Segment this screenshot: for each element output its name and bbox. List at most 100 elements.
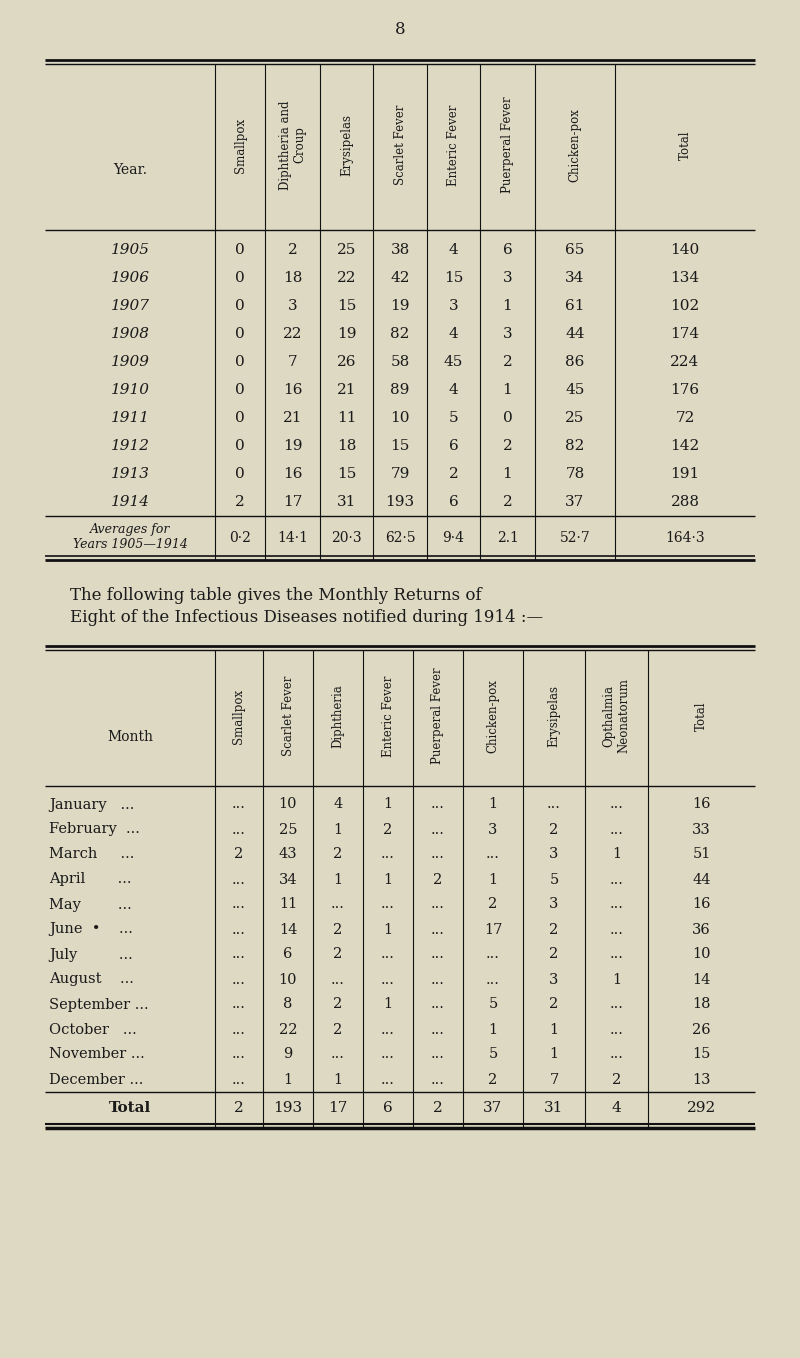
Text: 37: 37: [566, 496, 585, 509]
Text: 13: 13: [692, 1073, 710, 1086]
Text: 44: 44: [566, 327, 585, 341]
Text: June  •    ...: June • ...: [49, 922, 133, 937]
Text: ...: ...: [610, 1023, 623, 1036]
Text: Erysipelas: Erysipelas: [547, 684, 561, 747]
Text: May        ...: May ...: [49, 898, 132, 911]
Text: 42: 42: [390, 272, 410, 285]
Text: 142: 142: [670, 439, 700, 454]
Text: 3: 3: [550, 847, 558, 861]
Text: 1: 1: [550, 1047, 558, 1062]
Text: 0: 0: [502, 411, 512, 425]
Text: 14: 14: [279, 922, 297, 937]
Text: 4: 4: [449, 383, 458, 397]
Text: ...: ...: [381, 1023, 395, 1036]
Text: Total: Total: [695, 701, 708, 731]
Text: Diphtheria: Diphtheria: [331, 684, 345, 748]
Text: 102: 102: [670, 299, 700, 312]
Text: 2: 2: [488, 898, 498, 911]
Text: 1: 1: [334, 872, 342, 887]
Text: 1: 1: [489, 797, 498, 812]
Text: 22: 22: [278, 1023, 298, 1036]
Text: ...: ...: [232, 1047, 246, 1062]
Text: 2: 2: [288, 243, 298, 257]
Text: 174: 174: [670, 327, 699, 341]
Text: ...: ...: [232, 797, 246, 812]
Text: 1907: 1907: [110, 299, 150, 312]
Text: 2: 2: [334, 847, 342, 861]
Text: 3: 3: [550, 972, 558, 986]
Text: ...: ...: [431, 1023, 445, 1036]
Text: 2: 2: [502, 496, 512, 509]
Text: 1: 1: [612, 972, 621, 986]
Text: ...: ...: [431, 998, 445, 1012]
Text: ...: ...: [232, 948, 246, 961]
Text: 52·7: 52·7: [560, 531, 590, 545]
Text: 193: 193: [274, 1101, 302, 1115]
Text: 34: 34: [566, 272, 585, 285]
Text: Smallpox: Smallpox: [233, 689, 246, 744]
Text: 3: 3: [488, 823, 498, 837]
Text: 15: 15: [692, 1047, 710, 1062]
Text: 26: 26: [692, 1023, 711, 1036]
Text: 1: 1: [334, 1073, 342, 1086]
Text: 25: 25: [566, 411, 585, 425]
Text: Enteric Fever: Enteric Fever: [382, 675, 394, 756]
Text: October   ...: October ...: [49, 1023, 137, 1036]
Text: ...: ...: [610, 998, 623, 1012]
Text: Total: Total: [678, 130, 691, 160]
Text: 20·3: 20·3: [331, 531, 362, 545]
Text: 0: 0: [235, 299, 245, 312]
Text: Puerperal Fever: Puerperal Fever: [431, 668, 445, 765]
Text: 14: 14: [692, 972, 710, 986]
Text: 0: 0: [235, 467, 245, 481]
Text: Enteric Fever: Enteric Fever: [447, 105, 460, 186]
Text: 1906: 1906: [110, 272, 150, 285]
Text: 134: 134: [670, 272, 699, 285]
Text: 1905: 1905: [110, 243, 150, 257]
Text: 3: 3: [502, 272, 512, 285]
Text: ...: ...: [431, 972, 445, 986]
Text: 78: 78: [566, 467, 585, 481]
Text: 38: 38: [390, 243, 410, 257]
Text: 19: 19: [390, 299, 410, 312]
Text: 15: 15: [337, 467, 356, 481]
Text: 2: 2: [449, 467, 458, 481]
Text: ...: ...: [381, 898, 395, 911]
Text: Scarlet Fever: Scarlet Fever: [394, 105, 406, 185]
Text: ...: ...: [232, 1073, 246, 1086]
Text: 17: 17: [328, 1101, 348, 1115]
Text: The following table gives the Monthly Returns of: The following table gives the Monthly Re…: [70, 588, 482, 604]
Text: 16: 16: [282, 383, 302, 397]
Text: ...: ...: [381, 948, 395, 961]
Text: 31: 31: [544, 1101, 564, 1115]
Text: 16: 16: [692, 898, 710, 911]
Text: 9: 9: [283, 1047, 293, 1062]
Text: ...: ...: [232, 998, 246, 1012]
Text: ...: ...: [610, 872, 623, 887]
Text: 1: 1: [383, 797, 393, 812]
Text: 8: 8: [283, 998, 293, 1012]
Text: December ...: December ...: [49, 1073, 143, 1086]
Text: ...: ...: [610, 797, 623, 812]
Text: ...: ...: [232, 872, 246, 887]
Text: ...: ...: [431, 847, 445, 861]
Text: 1: 1: [383, 922, 393, 937]
Text: Chicken-pox: Chicken-pox: [569, 109, 582, 182]
Text: 2: 2: [235, 496, 245, 509]
Text: 0: 0: [235, 383, 245, 397]
Text: 0: 0: [235, 243, 245, 257]
Text: April       ...: April ...: [49, 872, 131, 887]
Text: January   ...: January ...: [49, 797, 134, 812]
Text: 0: 0: [235, 411, 245, 425]
Text: 62·5: 62·5: [385, 531, 415, 545]
Text: Chicken-pox: Chicken-pox: [486, 679, 499, 752]
Text: ...: ...: [486, 972, 500, 986]
Text: 3: 3: [502, 327, 512, 341]
Text: 15: 15: [444, 272, 463, 285]
Text: 18: 18: [692, 998, 710, 1012]
Text: 82: 82: [390, 327, 410, 341]
Text: 2: 2: [550, 823, 558, 837]
Text: 5: 5: [550, 872, 558, 887]
Text: 22: 22: [282, 327, 302, 341]
Text: 292: 292: [687, 1101, 716, 1115]
